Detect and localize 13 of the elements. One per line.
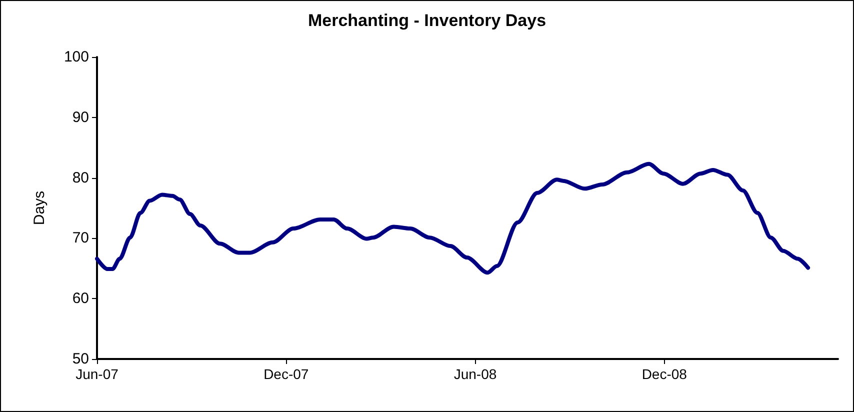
x-tick-label: Dec-07 (264, 366, 309, 382)
y-tick-label: 50 (72, 350, 89, 368)
x-tick-label: Jun-08 (454, 366, 497, 382)
y-tick-label: 80 (72, 169, 89, 186)
x-tick-label: Jun-07 (76, 366, 119, 382)
line-series (95, 162, 810, 275)
y-axis-title: Days (31, 190, 48, 226)
y-tick-label: 100 (64, 48, 89, 66)
x-tick-label: Dec-08 (642, 366, 688, 382)
y-tick-label: 70 (72, 230, 89, 247)
chart-title: Merchanting - Inventory Days (308, 11, 546, 30)
y-tick-label: 90 (72, 108, 89, 126)
y-tick-label: 60 (72, 290, 89, 308)
